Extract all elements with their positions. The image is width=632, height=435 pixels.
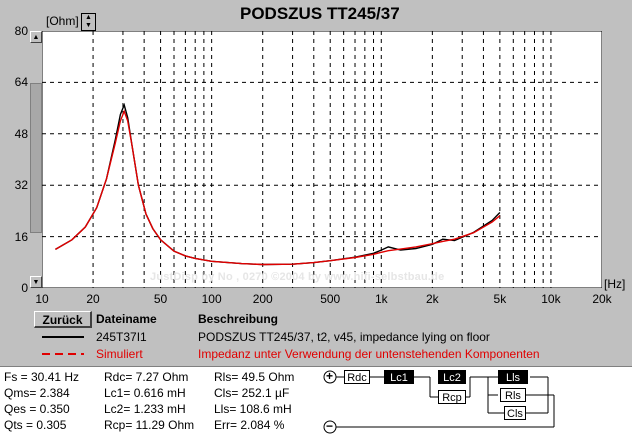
x-tick-label: 100 — [201, 292, 222, 306]
watermark: JustDisp by No , 0270 ©2004 by www.hifi-… — [150, 271, 445, 283]
component-rls[interactable]: Rls — [500, 388, 526, 402]
x-tick-label: 5k — [493, 292, 507, 306]
param-qms: Qms= 2.384 — [4, 386, 70, 400]
scroll-down-icon[interactable]: ▼ — [30, 276, 42, 288]
y-axis-unit: [Ohm] — [46, 14, 79, 28]
description-header: Beschreibung — [198, 312, 279, 326]
component-rdc[interactable]: Rdc — [344, 370, 370, 384]
plot-grid — [42, 31, 602, 288]
y-scrollbar[interactable]: ▲ ▼ — [30, 31, 42, 288]
minus-label: − — [326, 419, 334, 433]
plot-series — [55, 102, 501, 266]
impedance-plot — [42, 31, 602, 288]
y-tick-label: 16 — [14, 229, 28, 244]
param-err: Err= 2.084 % — [214, 418, 285, 432]
component-lc1[interactable]: Lc1 — [384, 370, 414, 384]
plot-background — [42, 31, 602, 288]
y-tick-label: 64 — [14, 75, 28, 90]
param-rdc: Rdc= 7.27 Ohm — [104, 370, 189, 384]
y-tick-label: 48 — [14, 126, 28, 141]
legend-swatches — [42, 336, 84, 355]
x-tick-label: 500 — [320, 292, 341, 306]
y-tick-label: 32 — [14, 178, 28, 193]
x-tick-label: 10k — [541, 292, 561, 306]
param-lc2: Lc2= 1.233 mH — [104, 402, 186, 416]
y-scale-spinner[interactable]: ▲ ▼ — [81, 13, 96, 31]
x-tick-label: 50 — [153, 292, 168, 306]
component-lls[interactable]: Lls — [498, 370, 528, 384]
back-button[interactable]: Zurück — [34, 311, 92, 328]
plus-label: + — [326, 369, 334, 383]
x-tick-label: 10 — [35, 292, 49, 306]
filename-header: Dateiname — [96, 312, 157, 326]
param-qes: Qes = 0.350 — [4, 402, 70, 416]
component-cls[interactable]: Cls — [504, 406, 526, 420]
component-lc2[interactable]: Lc2 — [438, 370, 466, 384]
legend-desc-measured: PODSZUS TT245/37, t2, v45, impedance lyi… — [198, 330, 490, 344]
legend-name-measured[interactable]: 245T37I1 — [96, 330, 147, 344]
chart-title: PODSZUS TT245/37 — [240, 4, 400, 23]
x-tick-label: 2k — [426, 292, 439, 306]
scroll-up-icon[interactable]: ▲ — [30, 31, 42, 43]
param-rcp: Rcp= 11.29 Ohm — [104, 418, 195, 432]
component-rcp[interactable]: Rcp — [438, 390, 466, 404]
spinner-up-icon[interactable]: ▲ — [85, 14, 92, 21]
param-qts: Qts = 0.305 — [4, 418, 67, 432]
series-line-simulated — [55, 109, 501, 266]
x-tick-label: 20k — [592, 292, 612, 306]
y-tick-label: 80 — [14, 24, 28, 38]
y-tick-label: 0 — [21, 281, 28, 295]
x-tick-label: 200 — [252, 292, 273, 306]
param-rls: Rls= 49.5 Ohm — [214, 370, 295, 384]
scroll-thumb[interactable] — [30, 83, 42, 233]
legend-desc-simulated: Impedanz unter Verwendung der untenstehe… — [198, 347, 540, 361]
spinner-down-icon[interactable]: ▼ — [85, 22, 92, 29]
param-cls: Cls= 252.1 µF — [214, 386, 290, 400]
param-fs: Fs = 30.41 Hz — [4, 370, 80, 384]
legend-name-simulated[interactable]: Simuliert — [96, 347, 143, 361]
x-tick-label: 1k — [374, 292, 388, 306]
parameter-panel: Fs = 30.41 Hz Qms= 2.384 Qes = 0.350 Qts… — [0, 366, 632, 435]
x-axis-unit: [Hz] — [604, 277, 626, 291]
param-lls: Lls= 108.6 mH — [214, 402, 292, 416]
equivalent-circuit — [323, 370, 555, 434]
x-tick-label: 20 — [86, 292, 100, 306]
param-lc1: Lc1= 0.616 mH — [104, 386, 186, 400]
